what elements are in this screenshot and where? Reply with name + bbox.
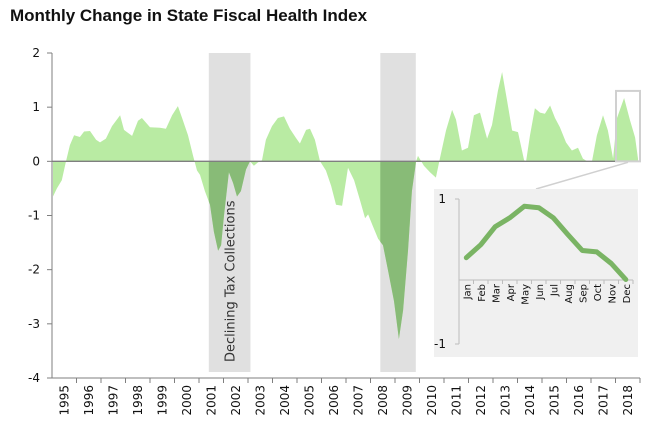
inset-x-tick-label: Oct bbox=[593, 284, 604, 301]
x-tick-label: 2001 bbox=[204, 385, 218, 416]
x-tick-label: 2016 bbox=[572, 385, 586, 416]
y-tick-label: 0 bbox=[32, 154, 40, 168]
inset-x-tick-label: Jul bbox=[549, 284, 560, 297]
y-tick-label: 1 bbox=[32, 100, 40, 114]
x-tick-label: 2005 bbox=[302, 385, 316, 416]
y-tick-label: 2 bbox=[32, 46, 40, 60]
chart-title: Monthly Change in State Fiscal Health In… bbox=[10, 6, 368, 25]
highlight-box bbox=[615, 89, 641, 163]
callout-line bbox=[535, 161, 629, 190]
inset-y-tick-label: 1 bbox=[438, 192, 446, 206]
inset-x-tick-label: Mar bbox=[491, 283, 502, 303]
x-tick-label: 2006 bbox=[327, 385, 341, 416]
y-tick-label: -4 bbox=[28, 371, 40, 385]
x-tick-label: 2011 bbox=[449, 385, 463, 416]
inset-x-tick-label: Feb bbox=[477, 284, 488, 302]
y-tick-label: -2 bbox=[28, 263, 40, 277]
x-tick-label: 2012 bbox=[474, 385, 488, 416]
band-highlight-fill bbox=[380, 161, 416, 339]
x-tick-label: 1998 bbox=[131, 385, 145, 416]
x-tick-label: 2015 bbox=[547, 385, 561, 416]
inset-x-tick-label: Apr bbox=[506, 283, 517, 301]
x-tick-label: 2013 bbox=[498, 385, 512, 416]
x-tick-label: 2018 bbox=[621, 385, 635, 416]
x-tick-label: 2008 bbox=[376, 385, 390, 416]
x-tick-label: 2009 bbox=[400, 385, 414, 416]
y-tick-label: -1 bbox=[28, 209, 40, 223]
x-tick-label: 2007 bbox=[351, 385, 365, 416]
band-label: Declining Tax Collections bbox=[224, 200, 239, 362]
x-tick-label: 2004 bbox=[278, 385, 292, 416]
axes: 2 1 0 -1 -2 -3 -4 1995 1996 1997 1998 1999 2000 2001 2… bbox=[28, 46, 641, 416]
x-tick-label: 2003 bbox=[253, 385, 267, 416]
x-tick-label: 2010 bbox=[425, 385, 439, 416]
inset-background bbox=[434, 189, 638, 357]
inset-x-tick-label: Sep bbox=[578, 284, 589, 303]
inset-y-tick-label: -1 bbox=[434, 337, 446, 351]
inset-x-tick-label: Nov bbox=[607, 284, 618, 304]
inset-x-tick-label: Jun bbox=[535, 284, 546, 301]
x-tick-label: 2017 bbox=[596, 385, 610, 416]
area-series bbox=[52, 72, 639, 339]
inset-callout bbox=[535, 89, 641, 190]
x-tick-label: 1999 bbox=[155, 385, 169, 416]
area-series-fill bbox=[52, 72, 639, 339]
x-tick-label: 1996 bbox=[82, 385, 96, 416]
inset-series-line bbox=[463, 203, 629, 282]
inset-x-tick-label: May bbox=[520, 284, 531, 305]
x-tick-label: 1997 bbox=[106, 385, 120, 416]
inset-x-tick-label: Jan bbox=[462, 284, 473, 300]
x-tick-label: 2014 bbox=[523, 385, 537, 416]
x-tick-label: 2002 bbox=[229, 385, 243, 416]
x-tick-label: 1995 bbox=[57, 385, 71, 416]
inset-x-tick-label: Dec bbox=[622, 284, 633, 303]
inset-chart: 1 -1 Jan Feb Mar Apr May Jun Jul Aug Sep Oct Nov Dec bbox=[434, 189, 638, 357]
inset-x-tick-label: Aug bbox=[564, 284, 575, 304]
band-highlight-fill bbox=[208, 161, 251, 251]
x-tick-label: 2000 bbox=[180, 385, 194, 416]
y-tick-label: -3 bbox=[28, 317, 40, 331]
